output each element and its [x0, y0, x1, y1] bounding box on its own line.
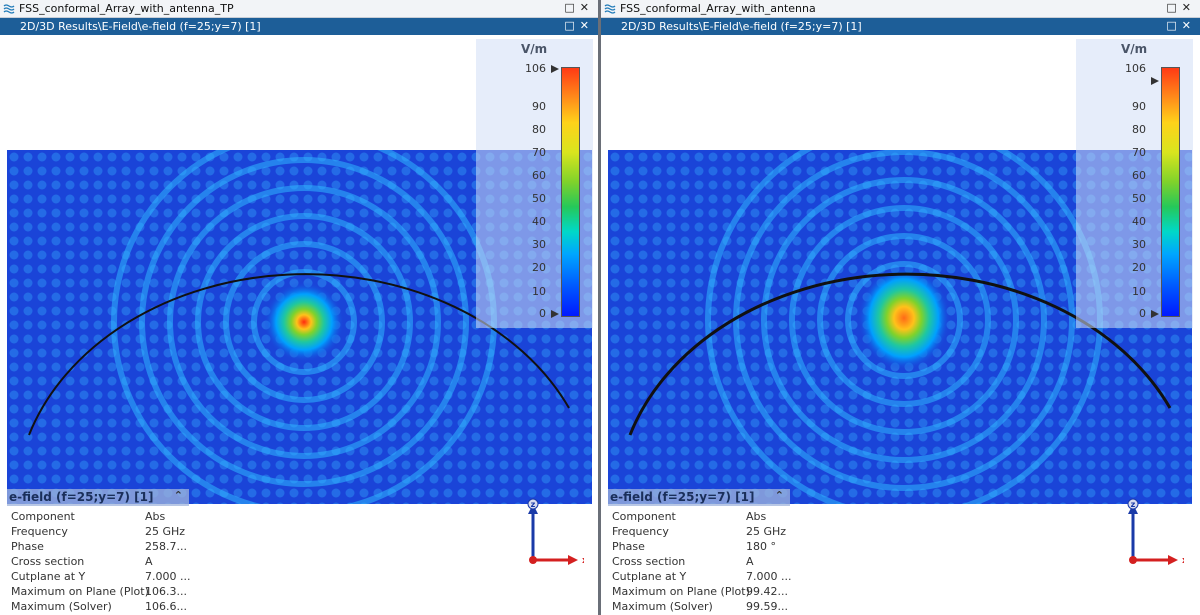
axis-z-label: z — [1131, 500, 1136, 509]
colorbar-marker-bottom[interactable] — [1150, 309, 1160, 319]
colorbar-tick: 0 — [1139, 307, 1146, 320]
info-header[interactable]: e-field (f=25;y=7) [1] ⌃ — [608, 489, 790, 506]
close-icon[interactable]: ✕ — [1181, 19, 1196, 32]
colorbar-tick: 20 — [1132, 261, 1146, 274]
result-path: 2D/3D Results\E-Field\e-field (f=25;y=7)… — [621, 20, 862, 33]
colorbar-tick: 10 — [1132, 285, 1146, 298]
result-window-right: FSS_conformal_Array_with_antenna □✕ 2D/3… — [601, 0, 1200, 615]
colorbar-tick: 80 — [532, 123, 546, 136]
colorbar-tick: 30 — [532, 238, 546, 251]
info-key: Phase — [612, 540, 645, 553]
info-value: 180 ° — [746, 540, 776, 553]
colorbar-tick: 20 — [532, 261, 546, 274]
axis-x-label: x — [582, 556, 584, 566]
collapse-icon[interactable]: ⌃ — [173, 489, 183, 502]
info-key: Cutplane at Y — [612, 570, 687, 583]
colorbar-tick: 0 — [539, 307, 546, 320]
info-value: 25 GHz — [145, 525, 186, 538]
result-window-left: FSS_conformal_Array_with_antenna_TP □✕ 2… — [0, 0, 598, 615]
colorbar-marker-bottom[interactable] — [550, 309, 560, 319]
colorbar-unit: V/m — [1121, 42, 1148, 56]
info-key: Component — [11, 510, 75, 523]
axis-x-label: x — [1182, 556, 1184, 566]
colorbar-marker-top[interactable] — [550, 64, 560, 74]
maximize-icon[interactable]: □ — [564, 1, 580, 14]
info-key: Frequency — [612, 525, 669, 538]
info-title: e-field (f=25;y=7) [1] — [9, 490, 154, 504]
colorbar-tick: 70 — [1132, 146, 1146, 159]
colorbar-tick: 60 — [1132, 169, 1146, 182]
window-titlebar[interactable]: FSS_conformal_Array_with_antenna_TP □✕ — [0, 0, 598, 18]
maximize-icon[interactable]: □ — [1166, 1, 1182, 14]
colorbar-marker-top[interactable] — [1150, 76, 1160, 86]
info-value: 106.3... — [145, 585, 187, 598]
info-value: Abs — [145, 510, 166, 523]
close-icon[interactable]: ✕ — [1181, 1, 1196, 14]
info-key: Phase — [11, 540, 44, 553]
colorbar-unit: V/m — [521, 42, 548, 56]
info-panel: Component Abs Frequency 25 GHz Phase 180 ° … — [608, 507, 792, 615]
result-path: 2D/3D Results\E-Field\e-field (f=25;y=7)… — [20, 20, 261, 33]
info-value: Abs — [746, 510, 767, 523]
colorbar-tick: 90 — [1132, 100, 1146, 113]
window-title: FSS_conformal_Array_with_antenna_TP — [19, 2, 234, 15]
info-key: Cross section — [11, 555, 85, 568]
info-value: 258.7... — [145, 540, 187, 553]
plot-viewport[interactable]: V/m 106 90 80 70 60 50 40 30 20 10 0 e-f… — [601, 36, 1200, 615]
info-key: Maximum on Plane (Plot) — [612, 585, 750, 598]
info-value: A — [746, 555, 754, 568]
info-key: Cross section — [612, 555, 686, 568]
colorbar-tick: 70 — [532, 146, 546, 159]
result-tab-bar[interactable]: 2D/3D Results\E-Field\e-field (f=25;y=7)… — [601, 18, 1200, 35]
info-value: 7.000 ... — [746, 570, 792, 583]
info-panel: Component Abs Frequency 25 GHz Phase 258.7.… — [7, 507, 191, 615]
colorbar-tick: 40 — [532, 215, 546, 228]
window-titlebar[interactable]: FSS_conformal_Array_with_antenna □✕ — [601, 0, 1200, 18]
result-tab-bar[interactable]: 2D/3D Results\E-Field\e-field (f=25;y=7)… — [0, 18, 598, 35]
info-header[interactable]: e-field (f=25;y=7) [1] ⌃ — [7, 489, 189, 506]
maximize-icon[interactable]: □ — [564, 19, 580, 32]
info-key: Maximum on Plane (Plot) — [11, 585, 149, 598]
colorbar-tick: 40 — [1132, 215, 1146, 228]
close-icon[interactable]: ✕ — [579, 19, 594, 32]
axes-triad[interactable]: z x — [524, 498, 584, 568]
colorbar-tick: 30 — [1132, 238, 1146, 251]
colorbar-tick: 90 — [532, 100, 546, 113]
info-key: Frequency — [11, 525, 68, 538]
colorbar-tick: 50 — [532, 192, 546, 205]
colorbar-tick: 50 — [1132, 192, 1146, 205]
colorbar-scale — [1161, 67, 1180, 317]
colorbar-tick: 60 — [532, 169, 546, 182]
collapse-icon[interactable]: ⌃ — [774, 489, 784, 502]
colorbar-tick: 10 — [532, 285, 546, 298]
close-icon[interactable]: ✕ — [579, 1, 594, 14]
cst-window-icon — [604, 4, 616, 14]
info-value: 99.42... — [746, 585, 788, 598]
colorbar-tick: 80 — [1132, 123, 1146, 136]
info-key: Cutplane at Y — [11, 570, 86, 583]
axis-z-label: z — [531, 500, 536, 509]
colorbar-scale — [561, 67, 580, 317]
info-value: A — [145, 555, 153, 568]
info-key: Maximum (Solver) — [612, 600, 713, 613]
maximize-icon[interactable]: □ — [1166, 19, 1182, 32]
axes-triad[interactable]: z x — [1124, 498, 1184, 568]
info-value: 99.59... — [746, 600, 788, 613]
info-value: 25 GHz — [746, 525, 787, 538]
plot-viewport[interactable]: V/m 106 90 80 70 60 50 40 30 20 10 0 e-f… — [0, 36, 598, 615]
info-key: Maximum (Solver) — [11, 600, 112, 613]
cst-window-icon — [3, 4, 15, 14]
info-value: 7.000 ... — [145, 570, 191, 583]
window-title: FSS_conformal_Array_with_antenna — [620, 2, 816, 15]
colorbar-tick: 106 — [525, 62, 546, 75]
info-title: e-field (f=25;y=7) [1] — [610, 490, 755, 504]
info-key: Component — [612, 510, 676, 523]
colorbar-tick: 106 — [1125, 62, 1146, 75]
info-value: 106.6... — [145, 600, 187, 613]
